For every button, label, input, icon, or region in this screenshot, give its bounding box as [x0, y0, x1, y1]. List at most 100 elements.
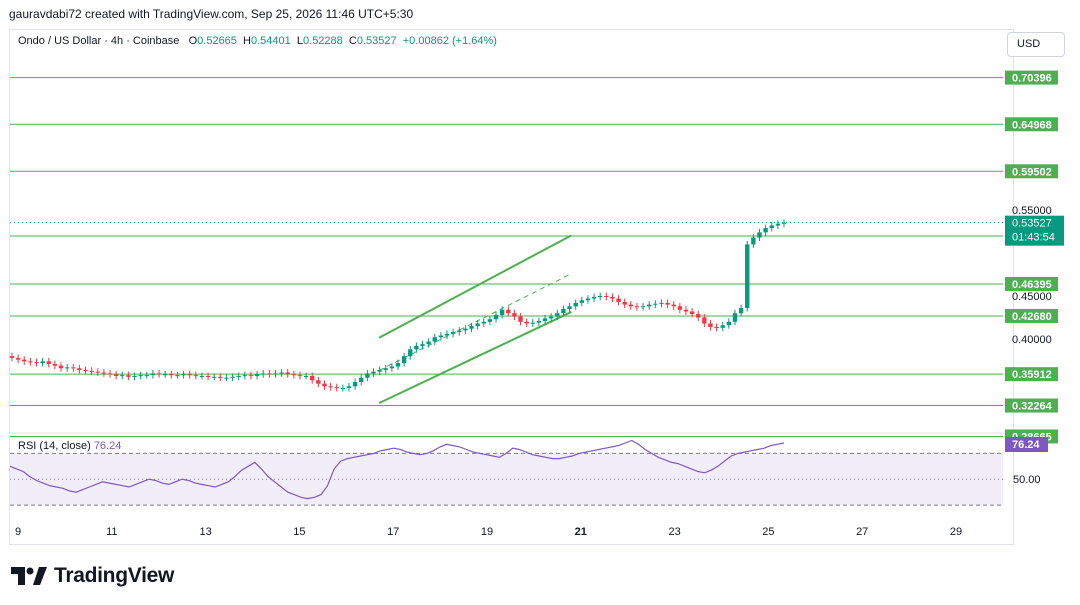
rsi-pane: 50.00 76.24	[9, 432, 1048, 506]
time-tick-label: 25	[762, 526, 774, 538]
rsi-title: RSI (14, close)	[18, 440, 91, 452]
candle-body	[193, 375, 199, 377]
time-tick-label: 21	[575, 526, 587, 538]
time-tick-label: 29	[950, 526, 962, 538]
candle-body	[738, 308, 744, 314]
candle-body	[757, 232, 762, 238]
candle-body	[261, 373, 266, 375]
level-tag-label: 0.46395	[1012, 279, 1052, 291]
candle-body	[487, 319, 493, 322]
candle-body	[291, 374, 297, 376]
rsi-header: RSI (14, close) 76.24	[18, 440, 121, 452]
time-tick-label: 13	[199, 526, 211, 538]
candle-body	[548, 316, 554, 319]
candle-body	[389, 366, 395, 369]
candle-body	[211, 376, 217, 378]
candle-body	[414, 345, 419, 350]
candle-body	[242, 375, 248, 377]
rsi-value-tag-label: 76.24	[1012, 439, 1040, 451]
candle-body	[267, 373, 272, 375]
candle-body	[659, 302, 664, 304]
candle-body	[597, 296, 603, 297]
candle-body	[708, 323, 713, 327]
candle-body	[561, 308, 566, 314]
candle-body	[359, 377, 364, 382]
candle-body	[310, 375, 315, 381]
low-value: 0.52288	[303, 35, 343, 47]
currency-selector[interactable]: USD	[1007, 32, 1065, 57]
candle-body	[322, 383, 327, 387]
candle-body	[401, 356, 407, 364]
candle-body	[714, 326, 719, 328]
candle-body	[634, 306, 640, 308]
candle-body	[150, 373, 156, 376]
candle-body	[28, 361, 33, 363]
candle-body	[653, 303, 658, 305]
tradingview-logo[interactable]: TradingView	[11, 563, 174, 589]
candle-body	[273, 373, 278, 375]
symbol-header: Ondo / US Dollar · 4h · Coinbase O0.5266…	[18, 35, 497, 47]
candle-body	[726, 321, 732, 326]
candle-body	[628, 304, 634, 307]
open-value: 0.52665	[197, 35, 237, 47]
open-label: O	[188, 35, 198, 47]
candle-body	[352, 382, 358, 387]
candle-body	[126, 375, 131, 377]
price-axis: 0.55000 0.45000 0.40000	[1012, 205, 1052, 346]
level-tag-label: 0.59502	[1012, 166, 1052, 178]
change-value: +0.00862 (+1.64%)	[402, 35, 497, 47]
tradingview-logo-text: TradingView	[54, 564, 175, 587]
level-tag	[1005, 70, 1058, 85]
candle-body	[120, 375, 125, 377]
time-tick-label: 23	[668, 526, 680, 538]
close-value: 0.53527	[356, 35, 397, 47]
candle-body	[475, 323, 480, 327]
level-tag	[1005, 367, 1058, 382]
candle-body	[677, 306, 683, 310]
candle-body	[156, 373, 162, 375]
candle-body	[769, 225, 774, 229]
candle-body	[285, 372, 290, 375]
candle-body	[751, 237, 756, 245]
candle-body	[71, 367, 76, 369]
close-label: C	[348, 35, 357, 47]
candle-body	[181, 374, 186, 376]
candle-body	[671, 304, 676, 307]
horizontal-levels	[10, 77, 1003, 437]
candle-body	[775, 223, 781, 226]
candle-body	[169, 374, 174, 376]
time-tick-label: 15	[293, 526, 305, 538]
rsi-tick-label: 50.00	[1013, 474, 1041, 486]
candle-body	[230, 376, 235, 378]
level-tag	[1005, 117, 1058, 132]
current-price-label: 0.53527	[1012, 218, 1052, 230]
candle-body	[46, 361, 51, 364]
candle-body	[524, 321, 529, 324]
candle-body	[22, 359, 27, 362]
candle-body	[457, 330, 462, 333]
candle-body	[138, 375, 143, 377]
candle-body	[58, 365, 64, 369]
candle-body	[224, 377, 229, 379]
high-value: 0.54401	[251, 35, 291, 47]
candle-body	[512, 313, 517, 317]
current-price-tag	[1005, 215, 1064, 246]
rsi-header-value: 76.24	[93, 440, 122, 452]
time-tick-label: 19	[481, 526, 493, 538]
candle-body	[518, 316, 523, 322]
time-axis: 9 11 13 15 17 19 21 23 25 27 29	[15, 526, 962, 538]
level-tag	[1005, 164, 1058, 179]
candle-body	[254, 374, 260, 376]
candle-body	[77, 368, 82, 370]
candle-body	[107, 373, 113, 375]
candle-body	[567, 306, 572, 309]
candle-body	[297, 375, 303, 377]
candle-body	[499, 309, 505, 315]
candle-body	[395, 363, 401, 367]
candle-body	[199, 375, 205, 377]
candle-body	[279, 372, 284, 374]
candle-body	[542, 318, 548, 321]
candle-body	[83, 369, 88, 371]
candle-body	[745, 244, 750, 309]
